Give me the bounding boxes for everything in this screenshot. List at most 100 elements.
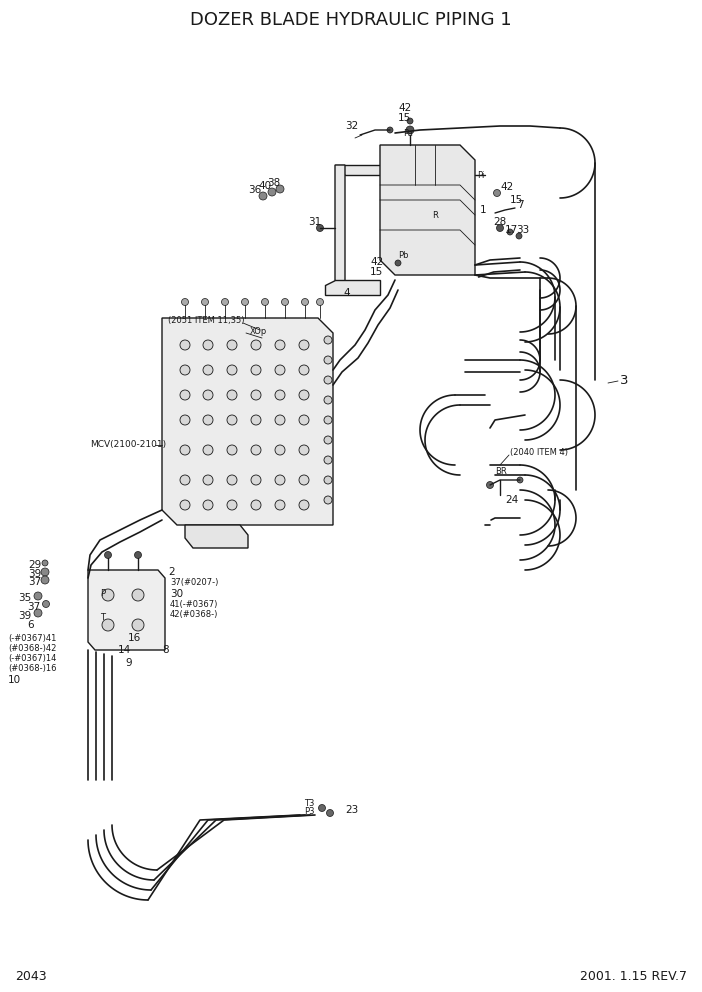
Text: 37: 37 bbox=[27, 602, 40, 612]
Circle shape bbox=[299, 500, 309, 510]
Circle shape bbox=[135, 552, 142, 558]
Text: 39: 39 bbox=[28, 569, 41, 579]
Circle shape bbox=[324, 416, 332, 424]
Circle shape bbox=[299, 445, 309, 455]
Circle shape bbox=[105, 552, 112, 558]
Polygon shape bbox=[335, 165, 400, 175]
Circle shape bbox=[251, 475, 261, 485]
Circle shape bbox=[180, 340, 190, 350]
Text: 3: 3 bbox=[620, 374, 628, 387]
Circle shape bbox=[324, 436, 332, 444]
Text: 42: 42 bbox=[398, 103, 411, 113]
Polygon shape bbox=[88, 570, 165, 650]
Circle shape bbox=[203, 475, 213, 485]
Text: 29: 29 bbox=[28, 560, 41, 570]
Text: P3: P3 bbox=[304, 807, 314, 816]
Text: 41(-#0367): 41(-#0367) bbox=[170, 599, 218, 608]
Circle shape bbox=[222, 299, 228, 306]
Circle shape bbox=[182, 299, 189, 306]
Circle shape bbox=[299, 415, 309, 425]
Text: 10: 10 bbox=[8, 675, 21, 685]
Text: 16: 16 bbox=[128, 633, 141, 643]
Circle shape bbox=[317, 299, 324, 306]
Circle shape bbox=[227, 475, 237, 485]
Text: T: T bbox=[100, 613, 105, 623]
Circle shape bbox=[102, 589, 114, 601]
Circle shape bbox=[203, 415, 213, 425]
Text: 8: 8 bbox=[162, 645, 168, 655]
Text: 33: 33 bbox=[516, 225, 529, 235]
Text: 6: 6 bbox=[27, 620, 34, 630]
Polygon shape bbox=[380, 145, 475, 275]
Circle shape bbox=[180, 415, 190, 425]
Text: 42(#0368-): 42(#0368-) bbox=[170, 609, 218, 618]
Text: 38: 38 bbox=[267, 178, 280, 188]
Circle shape bbox=[227, 445, 237, 455]
Text: P: P bbox=[100, 588, 105, 597]
Circle shape bbox=[494, 189, 501, 196]
Circle shape bbox=[275, 390, 285, 400]
Text: 14: 14 bbox=[118, 645, 131, 655]
Circle shape bbox=[34, 592, 42, 600]
Circle shape bbox=[299, 365, 309, 375]
Text: 28: 28 bbox=[493, 217, 506, 227]
Circle shape bbox=[251, 365, 261, 375]
Text: 30: 30 bbox=[170, 589, 183, 599]
Circle shape bbox=[251, 340, 261, 350]
Text: 23: 23 bbox=[345, 805, 358, 815]
Circle shape bbox=[324, 496, 332, 504]
Circle shape bbox=[41, 576, 49, 584]
Circle shape bbox=[43, 600, 50, 607]
Text: 15: 15 bbox=[510, 195, 523, 205]
Circle shape bbox=[516, 233, 522, 239]
Circle shape bbox=[132, 589, 144, 601]
Circle shape bbox=[180, 445, 190, 455]
Text: (#0368-)42: (#0368-)42 bbox=[8, 644, 56, 653]
Text: 2: 2 bbox=[168, 567, 175, 577]
Circle shape bbox=[324, 356, 332, 364]
Circle shape bbox=[34, 609, 42, 617]
Text: Pa: Pa bbox=[403, 129, 413, 138]
Circle shape bbox=[259, 192, 267, 200]
Circle shape bbox=[496, 224, 503, 231]
Text: 17: 17 bbox=[505, 225, 518, 235]
Circle shape bbox=[180, 390, 190, 400]
Circle shape bbox=[180, 475, 190, 485]
Circle shape bbox=[203, 365, 213, 375]
Circle shape bbox=[387, 127, 393, 133]
Text: (-#0367)14: (-#0367)14 bbox=[8, 654, 56, 663]
Text: Pi: Pi bbox=[477, 171, 484, 180]
Circle shape bbox=[324, 336, 332, 344]
Text: 42: 42 bbox=[370, 257, 383, 267]
Text: 36: 36 bbox=[248, 185, 261, 195]
Circle shape bbox=[299, 340, 309, 350]
Circle shape bbox=[275, 340, 285, 350]
Circle shape bbox=[227, 415, 237, 425]
Circle shape bbox=[203, 390, 213, 400]
Circle shape bbox=[203, 500, 213, 510]
Text: (#0368-)16: (#0368-)16 bbox=[8, 664, 56, 673]
Circle shape bbox=[301, 299, 308, 306]
Circle shape bbox=[395, 260, 401, 266]
Circle shape bbox=[251, 415, 261, 425]
Circle shape bbox=[324, 456, 332, 464]
Text: DOZER BLADE HYDRAULIC PIPING 1: DOZER BLADE HYDRAULIC PIPING 1 bbox=[190, 11, 512, 29]
Circle shape bbox=[262, 299, 268, 306]
Text: 39: 39 bbox=[18, 611, 32, 621]
Circle shape bbox=[282, 299, 289, 306]
Text: 7: 7 bbox=[517, 200, 524, 210]
Text: MCV(2100-2101): MCV(2100-2101) bbox=[90, 440, 166, 449]
Circle shape bbox=[180, 500, 190, 510]
Circle shape bbox=[319, 805, 326, 811]
Circle shape bbox=[406, 126, 414, 134]
Circle shape bbox=[275, 500, 285, 510]
Circle shape bbox=[324, 476, 332, 484]
Polygon shape bbox=[185, 525, 248, 548]
Text: T3: T3 bbox=[304, 800, 314, 808]
Text: 31: 31 bbox=[308, 217, 322, 227]
Text: (2040 ITEM 4): (2040 ITEM 4) bbox=[510, 447, 568, 456]
Polygon shape bbox=[335, 165, 345, 290]
Circle shape bbox=[317, 224, 324, 231]
Text: R: R bbox=[432, 210, 438, 219]
Circle shape bbox=[275, 475, 285, 485]
